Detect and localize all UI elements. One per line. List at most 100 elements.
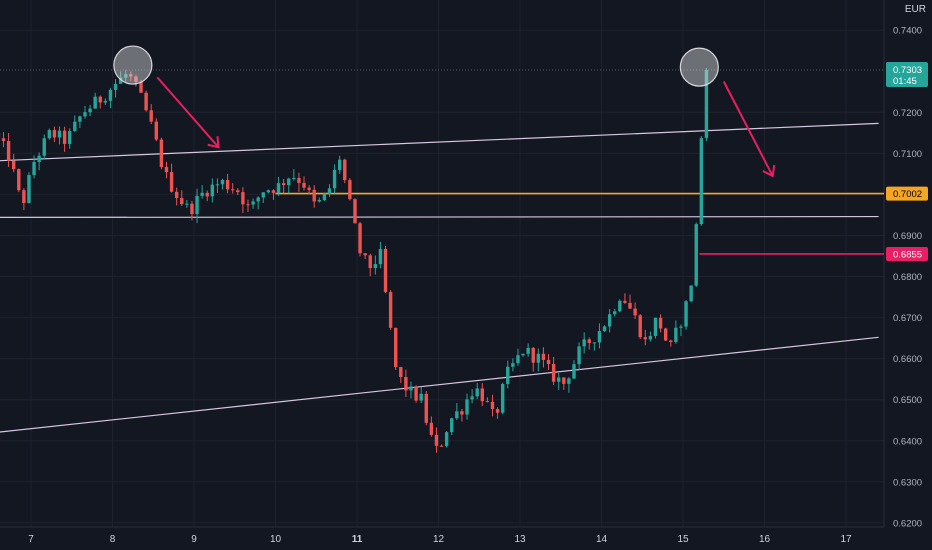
candle-body xyxy=(210,184,215,197)
candle-body xyxy=(470,396,474,400)
candle-body xyxy=(113,83,118,90)
time-tick-label: 11 xyxy=(352,534,363,545)
trendline[interactable] xyxy=(0,336,879,433)
highlight-circle[interactable] xyxy=(113,45,153,85)
candle-body xyxy=(134,76,138,82)
candle-body xyxy=(674,327,678,342)
candles xyxy=(0,68,709,453)
candle-body xyxy=(429,422,434,435)
candle-body xyxy=(378,248,383,265)
price-tick-label: 0.7200 xyxy=(893,108,922,119)
time-tick-label: 13 xyxy=(514,534,526,545)
time-tick-label: 16 xyxy=(759,534,771,545)
arrow-head[interactable] xyxy=(762,164,776,178)
candle-body xyxy=(409,386,413,391)
current-price-badge[interactable] xyxy=(886,62,928,88)
price-level-badge[interactable] xyxy=(886,186,928,201)
candle-body xyxy=(292,178,296,180)
candle-body xyxy=(592,342,597,344)
candle-body xyxy=(236,190,240,193)
candle-body xyxy=(480,388,485,402)
candle-body xyxy=(506,366,510,384)
candle-body xyxy=(78,116,82,122)
candle-body xyxy=(343,159,347,181)
candle-body xyxy=(516,355,520,364)
candle-body xyxy=(562,377,566,384)
candle-body xyxy=(57,130,62,138)
candle-body xyxy=(582,339,586,347)
price-level-badge-text: 0.7002 xyxy=(893,189,922,200)
candle-body xyxy=(190,203,194,215)
candle-body xyxy=(383,248,388,293)
trendline[interactable] xyxy=(0,122,879,162)
time-tick-label: 15 xyxy=(677,534,689,545)
candle-body xyxy=(312,189,316,202)
candle-body xyxy=(27,175,31,204)
candle-body xyxy=(139,81,143,93)
candle-body xyxy=(169,172,174,192)
price-level-badge[interactable] xyxy=(886,246,928,261)
candle-body xyxy=(399,367,403,378)
candle-body xyxy=(149,110,153,122)
candle-body xyxy=(633,308,637,316)
candle-body xyxy=(225,179,230,190)
candle-body xyxy=(17,169,21,191)
candle-body xyxy=(414,386,418,401)
price-tick-label: 0.6900 xyxy=(893,231,922,242)
candle-body xyxy=(368,255,372,269)
candle-body xyxy=(205,192,209,197)
candle-body xyxy=(256,197,260,202)
candle-body xyxy=(287,178,291,186)
candle-body xyxy=(200,192,204,196)
arrow-line[interactable] xyxy=(722,81,774,177)
currency-label: EUR xyxy=(904,4,926,15)
drawing-lines[interactable] xyxy=(0,69,884,433)
price-axis[interactable]: 0.74000.72000.71000.70000.69000.68000.67… xyxy=(886,26,928,530)
candle-body xyxy=(434,434,439,446)
candle-body xyxy=(485,401,490,403)
time-tick-label: 17 xyxy=(840,534,852,545)
candle-body xyxy=(424,393,428,423)
candle-body xyxy=(98,96,102,103)
trendline[interactable] xyxy=(0,215,879,219)
candle-body xyxy=(465,399,469,415)
candle-body xyxy=(689,285,693,302)
candle-body xyxy=(83,112,87,117)
candle-body xyxy=(567,378,571,384)
candle-body xyxy=(42,138,46,156)
price-tick-label: 0.6300 xyxy=(893,477,922,488)
candle-body xyxy=(546,359,551,365)
candle-body xyxy=(251,201,255,205)
candle-body xyxy=(658,317,663,329)
candle-body xyxy=(297,178,301,183)
candle-body xyxy=(164,167,169,173)
candle-body xyxy=(22,190,26,204)
highlight-circle[interactable] xyxy=(679,47,719,87)
arrow-line[interactable] xyxy=(156,76,220,148)
price-tick-label: 0.6700 xyxy=(893,313,922,324)
time-axis[interactable]: 7 8 9 10 11 12 13 14 15 16 17 xyxy=(28,534,852,545)
time-tick-label: 9 xyxy=(191,534,197,545)
grid xyxy=(0,0,885,528)
candle-body xyxy=(246,204,250,206)
annotations[interactable] xyxy=(113,45,776,178)
candle-body xyxy=(699,138,704,225)
candle-body xyxy=(648,336,653,340)
candle-body xyxy=(551,364,556,382)
price-tick-label: 0.7100 xyxy=(893,149,922,160)
candle-body xyxy=(607,314,612,327)
price-tick-label: 0.6500 xyxy=(893,395,922,406)
candle-body xyxy=(638,315,642,338)
price-tick-label: 0.6600 xyxy=(893,354,922,365)
candle-body xyxy=(302,182,306,188)
price-tick-label: 0.6400 xyxy=(893,436,922,447)
candle-body xyxy=(439,445,444,447)
candle-body xyxy=(348,180,352,200)
arrow-head[interactable] xyxy=(207,136,220,149)
candle-countdown-text: 01:45 xyxy=(893,76,917,87)
candle-body xyxy=(231,189,235,191)
candle-body xyxy=(118,77,123,84)
candle-body xyxy=(185,203,189,205)
